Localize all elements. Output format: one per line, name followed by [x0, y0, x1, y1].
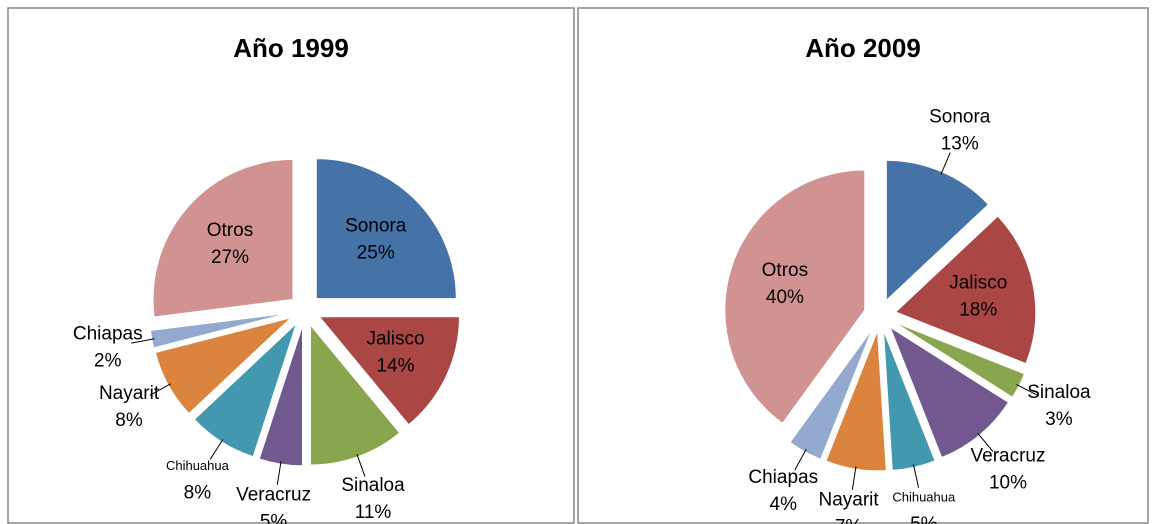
leader-line	[1016, 384, 1038, 396]
slice-name: Sonora	[929, 107, 991, 128]
slice-name: Jalisco	[366, 329, 424, 350]
slice-name: Chiapas	[73, 324, 143, 345]
slice-value: 5%	[910, 514, 938, 524]
slice-name: Nayarit	[818, 489, 879, 510]
slice-value: 3%	[1045, 409, 1073, 430]
slice-name: Chiapas	[748, 467, 818, 488]
leader-line	[977, 432, 994, 452]
slice-name: Chihuahua	[892, 489, 956, 504]
leader-line	[940, 152, 951, 175]
slice-value: 10%	[989, 473, 1027, 494]
slice-name: Jalisco	[949, 272, 1007, 293]
pie-slice	[724, 169, 866, 425]
slice-value: 27%	[211, 247, 249, 268]
leader-line	[851, 466, 857, 490]
chart-title: Año 1999	[233, 33, 349, 63]
pie-slice	[318, 316, 460, 426]
slice-name: Sonora	[345, 215, 407, 236]
slice-name: Otros	[207, 220, 253, 241]
slice-name: Veracruz	[971, 446, 1046, 467]
pie-slice	[315, 158, 457, 300]
slice-value: 5%	[260, 511, 288, 524]
slice-value: 18%	[959, 299, 997, 320]
slice-value: 8%	[115, 410, 143, 431]
slice-value: 7%	[835, 516, 863, 524]
slice-value: 4%	[770, 494, 798, 515]
leader-line	[131, 338, 155, 344]
slice-value: 40%	[766, 287, 804, 308]
leader-line	[209, 439, 224, 460]
slice-value: 14%	[376, 356, 414, 377]
leader-line	[794, 449, 807, 471]
slice-value: 2%	[94, 351, 122, 372]
slice-name: Sinaloa	[341, 475, 405, 496]
slice-name: Nayarit	[99, 383, 160, 404]
slice-name: Sinaloa	[1027, 382, 1091, 403]
leader-line	[149, 383, 171, 396]
slice-value: 13%	[941, 134, 979, 155]
slice-name: Otros	[762, 260, 808, 281]
slice-value: 25%	[357, 242, 395, 263]
pie-slice	[152, 158, 294, 318]
slice-value: 8%	[184, 483, 212, 504]
leader-line	[912, 464, 920, 488]
pie-slice	[894, 215, 1037, 365]
leader-line	[356, 453, 366, 477]
slice-name: Chihuahua	[166, 458, 230, 473]
chart-title: Año 2009	[805, 33, 921, 63]
slice-name: Veracruz	[236, 484, 311, 505]
leader-line	[276, 461, 282, 485]
slice-value: 11%	[355, 502, 392, 523]
